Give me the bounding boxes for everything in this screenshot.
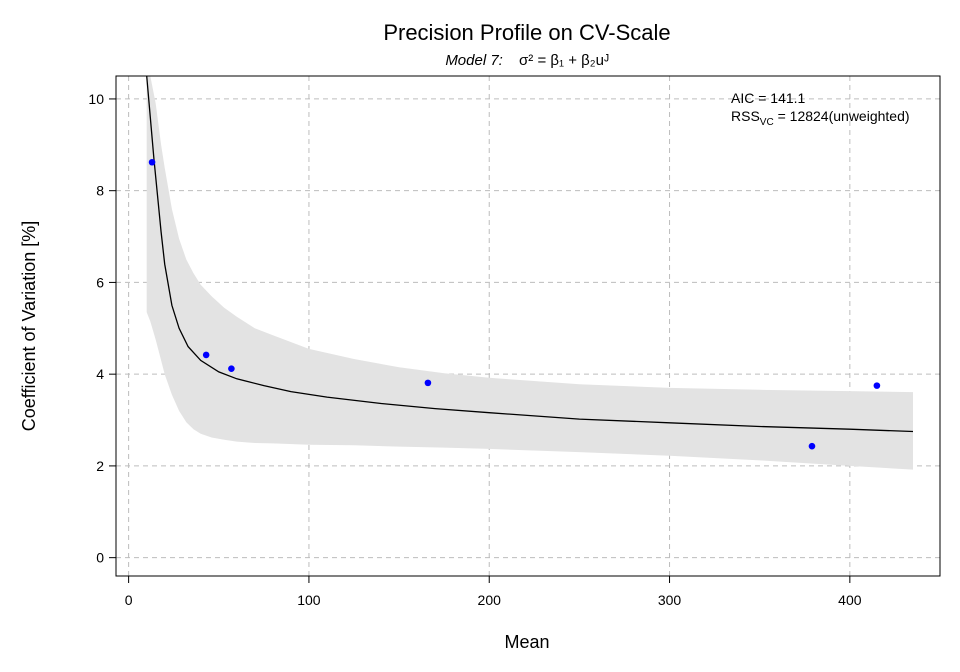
y-tick-label: 4: [96, 366, 104, 382]
data-points-layer: [148, 158, 881, 450]
grid-layer: [116, 76, 940, 576]
data-point: [424, 379, 432, 387]
x-tick-label: 400: [838, 592, 862, 608]
x-tick-label: 300: [658, 592, 682, 608]
rss-prefix: RSS: [731, 108, 760, 124]
y-tick-label: 8: [96, 183, 104, 199]
y-tick-label: 10: [88, 91, 104, 107]
chart-subtitle: Model 7: σ² = β₁ + β₂uᴶ: [445, 52, 609, 69]
x-axis-title: Mean: [504, 632, 549, 652]
confidence-band: [146, 76, 913, 470]
fit-curve-layer: [146, 75, 914, 433]
fit-curve: [146, 75, 914, 433]
data-point: [202, 351, 210, 359]
confidence-band-layer: [146, 76, 913, 470]
y-tick-label: 6: [96, 274, 104, 290]
y-tick-label: 2: [96, 458, 104, 474]
subtitle-model-label: Model 7:: [445, 52, 503, 69]
y-axis-title: Coefficient of Variation [%]: [19, 221, 39, 431]
subtitle-formula: σ² = β₁ + β₂uᴶ: [519, 52, 609, 69]
y-tick-label: 0: [96, 550, 104, 566]
x-tick-label: 0: [125, 592, 133, 608]
plot-frame: [115, 75, 941, 577]
rss-value: = 12824(unweighted): [774, 108, 910, 124]
data-point: [873, 382, 881, 389]
x-axis: 0 100 200 300 400: [125, 576, 862, 608]
x-tick-label: 200: [478, 592, 502, 608]
data-point: [228, 365, 235, 372]
chart-title: Precision Profile on CV-Scale: [383, 20, 670, 45]
data-point: [148, 158, 156, 166]
data-point: [808, 442, 816, 450]
rss-annotation: RSSVC = 12824(unweighted): [731, 108, 910, 128]
rss-subscript: VC: [760, 117, 774, 128]
x-tick-label: 100: [297, 592, 321, 608]
y-axis: 0 2 4 6 8 10: [88, 91, 116, 566]
aic-annotation: AIC = 141.1: [731, 90, 806, 106]
